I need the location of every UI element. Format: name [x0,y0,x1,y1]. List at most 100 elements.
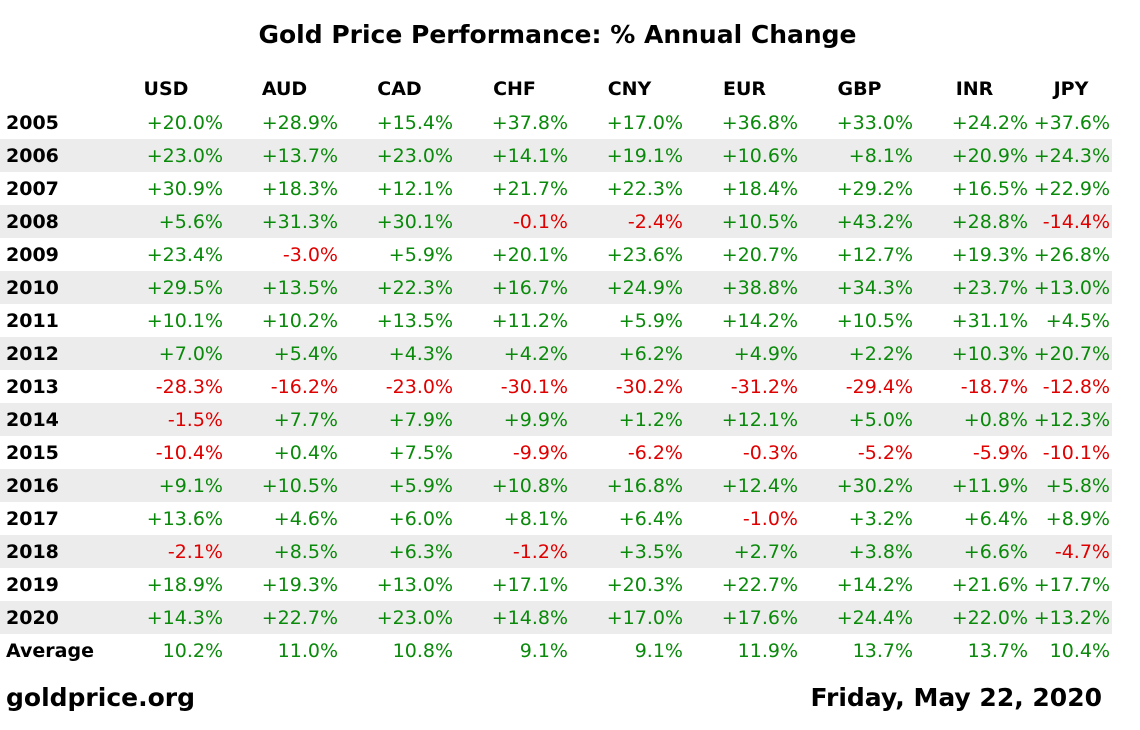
table-cell: -12.8% [1042,375,1110,398]
table-cell: +10.2% [261,309,338,332]
table-cell: +18.3% [261,177,338,200]
column-header-cny: CNY [607,78,652,100]
table-cell: +36.8% [721,111,798,134]
average-cell: 10.2% [162,639,223,662]
table-cell: +13.6% [146,507,223,530]
performance-table: USD AUD CAD CHF CNY EUR GBP INR JPY 2005 +20.0% +2… [0,72,1112,667]
table-cell: +38.8% [687,271,802,304]
table-cell: +8.5% [227,535,342,568]
row-label: 2018 [0,535,105,568]
row-label: 2012 [0,337,105,370]
table-cell: +13.2% [1032,601,1112,634]
table-cell: -3.0% [282,243,338,266]
table-cell: +17.1% [491,573,568,596]
table-cell: -0.3% [742,441,798,464]
column-header-gbp: GBP [837,78,882,100]
table-cell: -2.4% [572,205,687,238]
table-cell: -6.2% [627,441,683,464]
table-cell: +10.1% [146,309,223,332]
table-cell: +24.9% [572,271,687,304]
table-cell: +10.3% [917,337,1032,370]
table-row: 2007 +30.9% +18.3% +12.1% +21.7% +22.3% +18.4%… [0,172,1112,205]
row-label: 2007 [6,177,59,200]
table-cell: +13.5% [227,271,342,304]
table-cell: +11.2% [491,309,568,332]
table-row: 2010 +29.5% +13.5% +22.3% +16.7% +24.9% +38.8%… [0,271,1112,304]
table-cell: +20.0% [146,111,223,134]
table-row: 2006 +23.0% +13.7% +23.0% +14.1% +19.1% +10.6%… [0,139,1112,172]
table-cell: +31.3% [227,205,342,238]
table-cell: +18.4% [721,177,798,200]
table-cell: -1.0% [742,507,798,530]
table-cell: +5.6% [105,205,227,238]
table-cell: +30.1% [342,205,457,238]
table-cell: +16.7% [457,271,572,304]
average-label: Average [6,639,94,662]
average-row: Average 10.2% 11.0% 10.8% 9.1% 9.1% 11.9% 13.7%… [0,634,1112,667]
header-row: USD AUD CAD CHF CNY EUR GBP INR JPY [0,72,1112,106]
table-cell: +9.9% [457,403,572,436]
table-cell: +2.7% [687,535,802,568]
table-cell: +6.4% [963,507,1028,530]
table-cell: +17.0% [572,601,687,634]
table-cell: +29.5% [105,271,227,304]
table-cell: +6.6% [917,535,1032,568]
table-cell: +34.3% [802,271,917,304]
table-cell: +6.2% [572,337,687,370]
table-cell: +21.6% [951,573,1028,596]
table-cell: -30.2% [615,375,683,398]
table-cell: +37.8% [491,111,568,134]
average-cell: 9.1% [634,639,683,662]
row-label: 2015 [6,441,59,464]
table-cell: +5.8% [1032,469,1112,502]
table-cell: +12.4% [687,469,802,502]
table-cell: +24.3% [1032,139,1112,172]
table-cell: +4.5% [1045,309,1110,332]
table-row: 2018 -2.1% +8.5% +6.3% -1.2% +3.5% +2.7% +3.8% +… [0,535,1112,568]
table-cell: +33.0% [836,111,913,134]
column-header-chf: CHF [493,78,536,100]
table-cell: +4.2% [457,337,572,370]
average-cell: 10.4% [1049,639,1110,662]
table-cell: +23.0% [342,139,457,172]
average-cell: 11.9% [737,639,798,662]
row-label: 2019 [6,573,59,596]
table-cell: +17.6% [687,601,802,634]
table-cell: +28.8% [917,205,1032,238]
table-cell: +20.3% [606,573,683,596]
table-cell: +13.5% [376,309,453,332]
column-header-inr: INR [955,78,994,100]
table-cell: +10.6% [687,139,802,172]
table-cell: +22.3% [606,177,683,200]
column-header-aud: AUD [261,78,308,100]
average-cell: 13.7% [967,639,1028,662]
table-cell: +1.2% [572,403,687,436]
date-label: Friday, May 22, 2020 [810,683,1102,712]
corner-cell [0,72,105,106]
table-row: 2019 +18.9% +19.3% +13.0% +17.1% +20.3% +22.7%… [0,568,1112,601]
table-cell: +7.7% [227,403,342,436]
table-cell: +12.1% [687,403,802,436]
average-cell: 10.8% [392,639,453,662]
table-cell: +22.0% [917,601,1032,634]
average-cell: 9.1% [519,639,568,662]
table-cell: +11.9% [917,469,1032,502]
column-header-cad: CAD [377,78,422,100]
table-cell: +24.4% [802,601,917,634]
table-cell: +17.7% [1033,573,1110,596]
table-cell: +7.0% [105,337,227,370]
average-cell: 11.0% [277,639,338,662]
table-row: 2005 +20.0% +28.9% +15.4% +37.8% +17.0% +36.8%… [0,106,1112,139]
table-cell: +12.1% [376,177,453,200]
table-cell: -4.7% [1032,535,1112,568]
table-cell: +30.2% [802,469,917,502]
table-cell: +0.8% [917,403,1032,436]
table-cell: +26.8% [1033,243,1110,266]
table-cell: +8.1% [802,139,917,172]
table-cell: +3.8% [802,535,917,568]
table-cell: +18.9% [146,573,223,596]
table-cell: -1.2% [457,535,572,568]
column-header-jpy: JPY [1053,78,1089,100]
row-label: 2008 [0,205,105,238]
table-cell: +20.9% [917,139,1032,172]
